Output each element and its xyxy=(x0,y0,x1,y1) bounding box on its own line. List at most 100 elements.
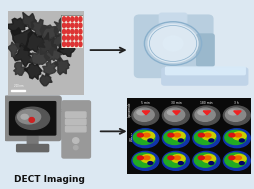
Circle shape xyxy=(168,133,174,137)
FancyBboxPatch shape xyxy=(4,96,61,141)
Polygon shape xyxy=(7,18,28,35)
Ellipse shape xyxy=(132,129,159,148)
Ellipse shape xyxy=(132,106,159,125)
Ellipse shape xyxy=(204,133,211,137)
FancyBboxPatch shape xyxy=(10,102,56,135)
Circle shape xyxy=(79,36,82,40)
Ellipse shape xyxy=(202,155,216,163)
Polygon shape xyxy=(40,74,52,86)
Polygon shape xyxy=(30,49,50,65)
FancyBboxPatch shape xyxy=(66,119,86,125)
Ellipse shape xyxy=(202,132,216,140)
Ellipse shape xyxy=(162,106,189,125)
Text: WO$_{3-x}$: WO$_{3-x}$ xyxy=(128,130,136,142)
Text: $\it{In\ vivo}$ Scanning: $\it{In\ vivo}$ Scanning xyxy=(156,102,227,115)
Circle shape xyxy=(67,36,70,40)
Polygon shape xyxy=(24,31,45,53)
Ellipse shape xyxy=(194,130,216,145)
Ellipse shape xyxy=(165,108,185,121)
Text: DECT Imaging: DECT Imaging xyxy=(14,175,85,184)
Ellipse shape xyxy=(172,132,185,140)
Polygon shape xyxy=(54,17,69,34)
Circle shape xyxy=(62,23,66,28)
Ellipse shape xyxy=(223,151,250,170)
Circle shape xyxy=(67,23,70,28)
Circle shape xyxy=(75,23,78,28)
Circle shape xyxy=(168,156,174,160)
Bar xyxy=(11,90,25,91)
Polygon shape xyxy=(65,28,76,41)
Ellipse shape xyxy=(137,110,146,115)
Text: 3 h: 3 h xyxy=(234,101,239,105)
Polygon shape xyxy=(57,42,75,57)
Polygon shape xyxy=(24,63,42,80)
Circle shape xyxy=(75,29,78,34)
Polygon shape xyxy=(203,111,211,115)
Circle shape xyxy=(239,139,244,142)
Text: Ioproamide: Ioproamide xyxy=(128,102,132,117)
FancyBboxPatch shape xyxy=(166,67,245,75)
Polygon shape xyxy=(8,42,20,57)
Polygon shape xyxy=(22,12,37,30)
Circle shape xyxy=(163,36,183,51)
Circle shape xyxy=(75,42,78,46)
Circle shape xyxy=(79,42,82,46)
Circle shape xyxy=(75,36,78,40)
Circle shape xyxy=(71,17,74,21)
Ellipse shape xyxy=(164,153,185,167)
Circle shape xyxy=(178,162,183,165)
Circle shape xyxy=(62,17,66,21)
Ellipse shape xyxy=(193,151,220,170)
Ellipse shape xyxy=(143,133,150,137)
Polygon shape xyxy=(173,111,180,115)
Polygon shape xyxy=(55,58,70,75)
Polygon shape xyxy=(142,111,150,115)
Circle shape xyxy=(229,156,235,160)
Polygon shape xyxy=(14,62,28,75)
Circle shape xyxy=(148,25,198,62)
Polygon shape xyxy=(52,33,67,49)
Polygon shape xyxy=(234,111,241,115)
FancyBboxPatch shape xyxy=(134,15,213,77)
Ellipse shape xyxy=(172,155,185,163)
Ellipse shape xyxy=(21,114,28,119)
Ellipse shape xyxy=(228,110,238,115)
Ellipse shape xyxy=(193,106,220,125)
FancyBboxPatch shape xyxy=(66,126,86,132)
Circle shape xyxy=(209,162,214,165)
Circle shape xyxy=(239,162,244,165)
Polygon shape xyxy=(43,60,58,76)
Circle shape xyxy=(75,17,78,21)
Ellipse shape xyxy=(193,129,220,148)
Circle shape xyxy=(79,23,82,28)
Ellipse shape xyxy=(195,108,215,121)
Ellipse shape xyxy=(233,132,246,140)
Circle shape xyxy=(67,29,70,34)
Ellipse shape xyxy=(225,130,246,145)
Ellipse shape xyxy=(226,108,246,121)
Ellipse shape xyxy=(204,156,211,160)
Ellipse shape xyxy=(132,151,159,170)
Ellipse shape xyxy=(18,110,41,124)
Ellipse shape xyxy=(235,156,242,160)
FancyBboxPatch shape xyxy=(27,136,38,148)
FancyBboxPatch shape xyxy=(159,13,187,25)
Circle shape xyxy=(229,133,235,137)
Circle shape xyxy=(148,162,153,165)
Ellipse shape xyxy=(198,110,207,115)
Ellipse shape xyxy=(174,156,180,160)
Ellipse shape xyxy=(162,129,189,148)
Ellipse shape xyxy=(162,151,189,170)
Ellipse shape xyxy=(133,153,155,167)
Circle shape xyxy=(71,36,74,40)
Circle shape xyxy=(198,156,204,160)
Circle shape xyxy=(62,36,66,40)
Ellipse shape xyxy=(16,107,50,129)
Circle shape xyxy=(73,138,79,143)
Ellipse shape xyxy=(174,133,180,137)
FancyBboxPatch shape xyxy=(62,101,90,158)
Ellipse shape xyxy=(143,156,150,160)
Ellipse shape xyxy=(194,153,216,167)
Circle shape xyxy=(148,139,153,142)
Text: 30 min: 30 min xyxy=(170,101,181,105)
